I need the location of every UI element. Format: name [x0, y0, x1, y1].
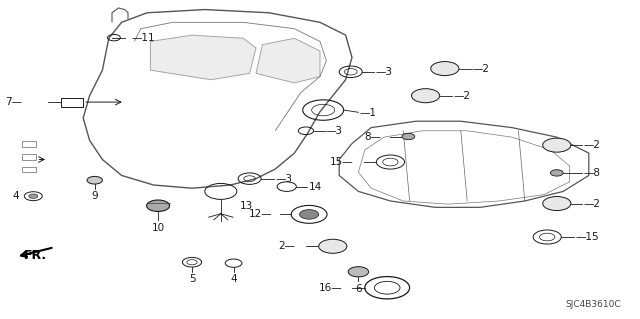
Circle shape: [543, 197, 571, 211]
Text: FR.: FR.: [24, 249, 47, 262]
Circle shape: [543, 138, 571, 152]
Circle shape: [402, 133, 415, 140]
Text: 5: 5: [189, 274, 195, 284]
Text: 12—: 12—: [248, 209, 272, 219]
Circle shape: [87, 176, 102, 184]
Circle shape: [431, 62, 459, 76]
Circle shape: [147, 200, 170, 211]
Text: 14: 14: [308, 182, 322, 192]
Circle shape: [412, 89, 440, 103]
PathPatch shape: [256, 38, 320, 83]
Text: 8—: 8—: [364, 131, 381, 142]
Circle shape: [550, 170, 563, 176]
Text: —1: —1: [359, 108, 376, 118]
Text: —3: —3: [326, 126, 343, 136]
Text: —8: —8: [584, 168, 601, 178]
Text: 2—: 2—: [278, 241, 296, 251]
Text: —11: —11: [131, 33, 155, 43]
Circle shape: [319, 239, 347, 253]
Text: 16—: 16—: [319, 283, 342, 293]
Text: 9: 9: [92, 191, 98, 201]
Circle shape: [29, 194, 38, 198]
Circle shape: [300, 210, 319, 219]
Circle shape: [348, 267, 369, 277]
Text: —15: —15: [575, 232, 599, 242]
Text: 7—: 7—: [5, 97, 22, 108]
Text: 4: 4: [13, 191, 19, 201]
Text: —2: —2: [584, 198, 601, 209]
Text: —2: —2: [584, 140, 601, 150]
Text: SJC4B3610C: SJC4B3610C: [565, 300, 621, 309]
PathPatch shape: [150, 35, 256, 80]
Text: 4: 4: [230, 274, 237, 284]
Text: —2: —2: [454, 91, 471, 101]
Text: —2: —2: [473, 63, 490, 74]
Text: 10: 10: [152, 223, 164, 233]
Text: —3: —3: [275, 174, 292, 184]
Text: 15—: 15—: [330, 157, 353, 167]
Text: 6: 6: [355, 284, 362, 294]
Text: 13: 13: [240, 201, 253, 211]
Text: —3: —3: [375, 67, 392, 77]
